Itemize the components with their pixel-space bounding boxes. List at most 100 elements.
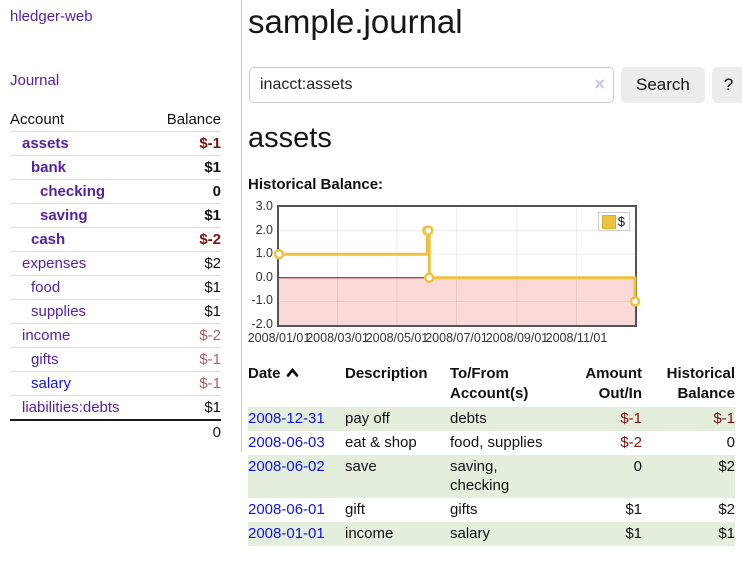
accounts-table-header: Account Balance: [10, 108, 221, 131]
legend-swatch-icon: [601, 214, 616, 229]
account-row: gifts $-1: [10, 347, 221, 371]
account-row: saving $1: [10, 203, 221, 227]
account-balance: $1: [204, 399, 221, 416]
account-row: cash $-2: [10, 227, 221, 251]
transaction-description: gift: [345, 501, 366, 518]
transaction-amount: $-2: [620, 434, 642, 451]
account-row: assets $-1: [10, 131, 221, 155]
clear-search-icon[interactable]: ×: [594, 74, 605, 94]
main-panel: sample.journal × Search ? assets Histori…: [248, 0, 742, 582]
x-tick-label: 2008/03/01: [306, 331, 369, 345]
account-link-saving[interactable]: saving: [40, 207, 88, 224]
y-tick-label: 0.0: [255, 269, 273, 284]
account-balance: 0: [212, 183, 221, 200]
search-input[interactable]: [249, 67, 614, 103]
account-balance: $-2: [199, 327, 221, 344]
account-balance: $-1: [199, 351, 221, 368]
transaction-accounts: salary: [450, 525, 491, 542]
chart-legend: $: [597, 212, 630, 231]
account-row: liabilities:debts $1: [10, 395, 221, 419]
y-tick-label: 2.0: [255, 222, 273, 237]
register-header-row: Date Description To/From Account(s) Amou…: [248, 362, 735, 407]
transaction-accounts: food, supplies: [450, 434, 543, 451]
transaction-balance: $2: [718, 501, 735, 518]
transaction-date-link[interactable]: 2008-12-31: [248, 410, 325, 427]
balance-chart: 3.0 2.0 1.0 0.0 -1.0 -2.0 $ 2008/01/01 2008/03…: [247, 199, 742, 355]
transaction-description: pay off: [345, 410, 390, 427]
y-tick-label: 3.0: [255, 199, 273, 213]
account-balance: $1: [204, 159, 221, 176]
register-header-balance: Historical Balance: [666, 365, 735, 402]
x-tick-label: 2008/01/01: [247, 331, 311, 345]
account-row: checking 0: [10, 179, 221, 203]
account-link-liabilities-debts[interactable]: liabilities:debts: [22, 399, 120, 416]
transaction-date-link[interactable]: 2008-01-01: [248, 525, 325, 542]
account-balance: $2: [204, 255, 221, 272]
transaction-date-link[interactable]: 2008-06-02: [248, 458, 325, 475]
chart-plot-area: $: [273, 205, 641, 327]
transaction-description: eat & shop: [345, 434, 417, 451]
transaction-balance: $1: [718, 525, 735, 542]
register-table: Date Description To/From Account(s) Amou…: [248, 362, 735, 546]
register-row: 2008-01-01 income salary $1 $1: [248, 522, 735, 546]
account-balance: $-2: [199, 231, 221, 248]
account-link-food[interactable]: food: [31, 279, 61, 296]
account-link-gifts[interactable]: gifts: [31, 351, 59, 368]
transaction-amount: $1: [625, 501, 642, 518]
transaction-description: income: [345, 525, 394, 542]
register-row: 2008-06-02 save saving, checking 0 $2: [248, 455, 735, 498]
register-row: 2008-06-01 gift gifts $1 $2: [248, 498, 735, 522]
transaction-balance: 0: [726, 434, 735, 451]
register-header-description: Description: [345, 365, 428, 382]
account-row: bank $1: [10, 155, 221, 179]
account-heading: assets: [248, 122, 332, 154]
account-link-bank[interactable]: bank: [31, 159, 67, 176]
transaction-date-link[interactable]: 2008-06-01: [248, 501, 325, 518]
accounts-header-balance: Balance: [166, 111, 221, 128]
x-tick-label: 2008/09/01: [485, 331, 549, 345]
transaction-balance: $-1: [713, 410, 735, 427]
register-row: 2008-12-31 pay off debts $-1 $-1: [248, 407, 735, 431]
search-form: × Search ?: [249, 67, 742, 103]
transaction-accounts: debts: [450, 410, 487, 427]
sidebar-item-journal[interactable]: Journal: [10, 72, 60, 89]
account-link-cash[interactable]: cash: [31, 231, 66, 248]
y-tick-label: -2.0: [251, 317, 273, 331]
account-link-expenses[interactable]: expenses: [22, 255, 87, 272]
transaction-accounts: gifts: [450, 501, 478, 518]
help-button[interactable]: ?: [711, 67, 742, 103]
account-link-assets[interactable]: assets: [22, 135, 69, 152]
app-brand-link[interactable]: hledger-web: [10, 8, 93, 25]
transaction-description: save: [345, 458, 377, 475]
account-balance: $1: [204, 279, 221, 296]
register-header-amount: Amount Out/In: [585, 365, 642, 402]
x-tick-label: 2008/05/01: [365, 331, 429, 345]
y-tick-label: 1.0: [255, 246, 273, 261]
x-tick-label: 2008/11/01: [545, 331, 608, 345]
account-row: expenses $2: [10, 251, 221, 275]
account-link-income[interactable]: income: [22, 327, 71, 344]
account-balance: $1: [204, 303, 221, 320]
transaction-accounts: saving, checking: [450, 458, 510, 494]
search-button[interactable]: Search: [621, 67, 705, 103]
register-row: 2008-06-03 eat & shop food, supplies $-2…: [248, 431, 735, 455]
transaction-date-link[interactable]: 2008-06-03: [248, 434, 325, 451]
sidebar: hledger-web Journal Account Balance asse…: [0, 0, 242, 452]
account-balance: $-1: [199, 375, 221, 392]
account-row: food $1: [10, 275, 221, 299]
account-link-supplies[interactable]: supplies: [31, 303, 87, 320]
accounts-total-balance: 0: [212, 424, 221, 441]
page-title: sample.journal: [248, 3, 463, 40]
register-header-date[interactable]: Date: [248, 362, 345, 407]
accounts-header-account: Account: [10, 111, 65, 128]
chart-heading: Historical Balance:: [248, 176, 384, 193]
account-link-checking[interactable]: checking: [40, 183, 106, 200]
account-link-salary[interactable]: salary: [31, 375, 72, 392]
x-tick-label: 2008/07/01: [425, 331, 488, 345]
accounts-total-row: 0: [10, 419, 221, 444]
account-row: salary $-1: [10, 371, 221, 395]
transaction-amount: $1: [625, 525, 642, 542]
legend-label: $: [617, 214, 625, 229]
transaction-balance: $2: [718, 458, 735, 475]
register-header-accounts: To/From Account(s): [450, 365, 529, 402]
